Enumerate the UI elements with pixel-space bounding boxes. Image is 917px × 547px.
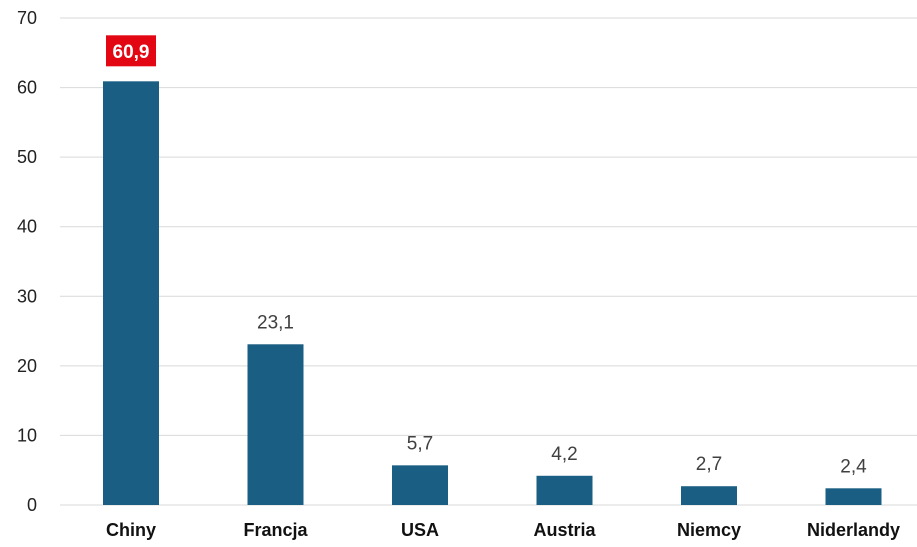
y-tick-label: 60 (17, 78, 37, 98)
data-label: 23,1 (257, 312, 294, 333)
bar-usa (392, 465, 448, 505)
x-axis: Chiny Francja USA Austria Niemcy Niderlandy (106, 520, 900, 540)
y-tick-label: 40 (17, 217, 37, 237)
y-tick-label: 0 (27, 495, 37, 515)
x-category-label: Niderlandy (807, 520, 900, 540)
x-category-label: Chiny (106, 520, 156, 540)
bar-chiny (103, 81, 159, 505)
y-tick-label: 70 (17, 8, 37, 28)
bar-niderlandy (825, 488, 882, 505)
bars (103, 81, 882, 505)
x-category-label: Francja (243, 520, 308, 540)
data-label: 2,4 (840, 456, 867, 477)
x-category-label: Niemcy (677, 520, 741, 540)
grid-lines (60, 17, 917, 506)
bar-austria (536, 475, 593, 505)
bar-francja (247, 344, 304, 505)
bar-niemcy (681, 486, 737, 505)
data-label: 60,9 (113, 42, 150, 63)
x-category-label: Austria (533, 520, 596, 540)
y-tick-label: 30 (17, 286, 37, 306)
y-tick-label: 50 (17, 147, 37, 167)
data-labels: 60,9 23,1 5,7 4,2 2,7 2,4 (106, 35, 867, 477)
y-axis: 0 10 20 30 40 50 60 70 (17, 8, 37, 515)
y-tick-label: 10 (17, 425, 37, 445)
x-category-label: USA (401, 520, 439, 540)
y-tick-label: 20 (17, 356, 37, 376)
highlight-label-background (106, 35, 156, 67)
data-label: 5,7 (407, 433, 433, 454)
data-label: 4,2 (551, 444, 577, 465)
data-label: 2,7 (696, 454, 722, 475)
